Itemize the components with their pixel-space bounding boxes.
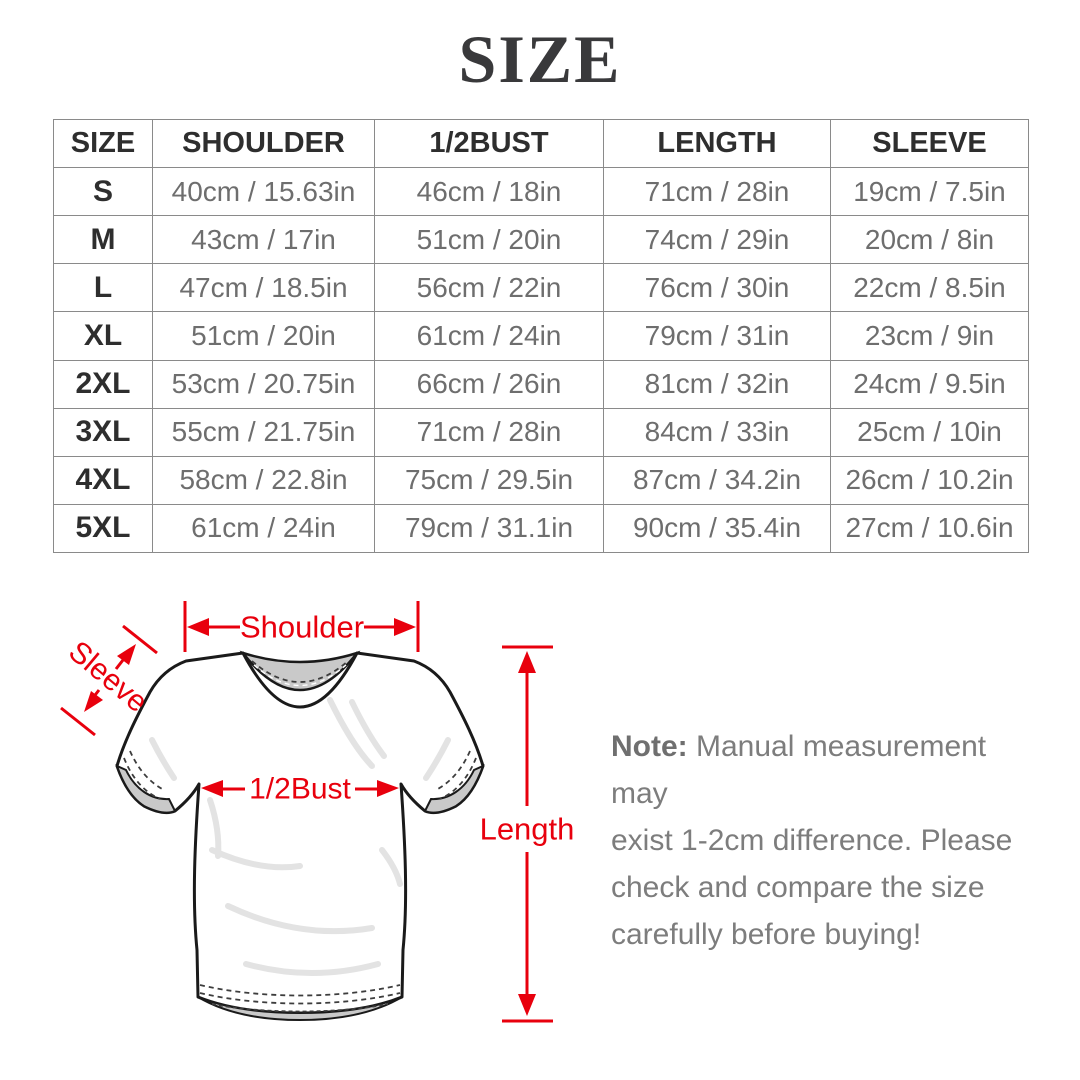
cell-size: 5XL [53, 503, 153, 554]
cell-size: 2XL [53, 359, 153, 409]
table-row: M 43cm / 17in 51cm / 20in 74cm / 29in 20… [53, 215, 1029, 265]
fabric-folds [149, 697, 451, 976]
cell-length: 74cm / 29in [603, 215, 831, 265]
table-header-row: SIZE SHOULDER 1/2BUST LENGTH SLEEVE [53, 118, 1029, 169]
cell-bust: 66cm / 26in [374, 359, 604, 409]
cell-sleeve: 22cm / 8.5in [830, 263, 1029, 313]
cell-bust: 51cm / 20in [374, 215, 604, 265]
arrowhead [201, 780, 223, 797]
cell-size: 4XL [53, 455, 153, 505]
cell-bust: 71cm / 28in [374, 407, 604, 457]
cell-bust: 79cm / 31.1in [374, 503, 604, 554]
note-line: Note: Manual measurement may [611, 730, 987, 810]
length-label: Length [480, 812, 575, 847]
shoulder-label: Shoulder [240, 610, 364, 645]
cell-shoulder: 58cm / 22.8in [152, 455, 375, 505]
left-cuff [115, 750, 177, 814]
length-measure-arrow: Length [480, 645, 575, 1023]
note-label: Note: [611, 730, 688, 763]
size-table: SIZE SHOULDER 1/2BUST LENGTH SLEEVE S 40… [53, 118, 1029, 554]
shaft [114, 659, 125, 670]
arrowhead [117, 644, 136, 665]
tshirt-measurement-diagram: Shoulder Sleeve 1/2Bust Lengt [60, 601, 575, 1023]
cell-sleeve: 25cm / 10in [830, 407, 1029, 457]
arrowhead [394, 618, 416, 636]
page-title: SIZE [458, 21, 622, 97]
table-row: 4XL 58cm / 22.8in 75cm / 29.5in 87cm / 3… [53, 455, 1029, 505]
cell-bust: 75cm / 29.5in [374, 455, 604, 505]
arrowhead [518, 994, 536, 1016]
note-line: check and compare the size [611, 871, 985, 904]
cell-sleeve: 23cm / 9in [830, 311, 1029, 361]
note-text: Note: Manual measurement may exist 1-2cm… [611, 723, 1041, 958]
cell-bust: 61cm / 24in [374, 311, 604, 361]
cell-size: XL [53, 311, 153, 361]
table-row: 5XL 61cm / 24in 79cm / 31.1in 90cm / 35.… [53, 503, 1029, 554]
cell-shoulder: 40cm / 15.63in [152, 167, 375, 217]
collar [239, 650, 361, 692]
cell-sleeve: 27cm / 10.6in [830, 503, 1029, 554]
cell-sleeve: 24cm / 9.5in [830, 359, 1029, 409]
table-row: S 40cm / 15.63in 46cm / 18in 71cm / 28in… [53, 167, 1029, 217]
cell-shoulder: 53cm / 20.75in [152, 359, 375, 409]
shoulder-measure-arrow: Shoulder [183, 601, 420, 652]
table-row: 3XL 55cm / 21.75in 71cm / 28in 84cm / 33… [53, 407, 1029, 457]
tshirt-illustration [115, 651, 485, 1015]
header-shoulder: SHOULDER [152, 118, 375, 169]
note-line: carefully before buying! [611, 918, 922, 951]
right-cuff [423, 750, 485, 814]
cell-sleeve: 19cm / 7.5in [830, 167, 1029, 217]
table-row: L 47cm / 18.5in 56cm / 22in 76cm / 30in … [53, 263, 1029, 313]
bust-label: 1/2Bust [249, 773, 351, 806]
table-row: XL 51cm / 20in 61cm / 24in 79cm / 31in 2… [53, 311, 1029, 361]
cell-bust: 46cm / 18in [374, 167, 604, 217]
collar-stitch-highlight [253, 664, 347, 687]
cell-length: 79cm / 31in [603, 311, 831, 361]
table-row: 2XL 53cm / 20.75in 66cm / 26in 81cm / 32… [53, 359, 1029, 409]
arrowhead [187, 618, 209, 636]
cell-shoulder: 51cm / 20in [152, 311, 375, 361]
bust-measure-arrow: 1/2Bust [201, 773, 399, 806]
note-line: exist 1-2cm difference. Please [611, 824, 1013, 857]
cell-length: 90cm / 35.4in [603, 503, 831, 554]
cell-shoulder: 47cm / 18.5in [152, 263, 375, 313]
collar-stitch [251, 660, 349, 683]
bottom-hem [197, 984, 403, 1022]
cell-size: S [53, 167, 153, 217]
arrowhead [518, 651, 536, 673]
arrowhead [84, 691, 103, 712]
cell-bust: 56cm / 22in [374, 263, 604, 313]
cell-sleeve: 20cm / 8in [830, 215, 1029, 265]
header-bust: 1/2BUST [374, 118, 604, 169]
cell-size: 3XL [53, 407, 153, 457]
cell-shoulder: 61cm / 24in [152, 503, 375, 554]
cell-length: 71cm / 28in [603, 167, 831, 217]
tick [122, 624, 158, 655]
cell-length: 81cm / 32in [603, 359, 831, 409]
cell-shoulder: 55cm / 21.75in [152, 407, 375, 457]
cell-shoulder: 43cm / 17in [152, 215, 375, 265]
cell-sleeve: 26cm / 10.2in [830, 455, 1029, 505]
sleeve-label: Sleeve [62, 635, 153, 719]
collar-inside [239, 650, 361, 692]
header-length: LENGTH [603, 118, 831, 169]
tick [60, 706, 96, 737]
cell-length: 84cm / 33in [603, 407, 831, 457]
cell-size: L [53, 263, 153, 313]
arrowhead [377, 780, 399, 797]
cell-size: M [53, 215, 153, 265]
cell-length: 87cm / 34.2in [603, 455, 831, 505]
cell-length: 76cm / 30in [603, 263, 831, 313]
header-sleeve: SLEEVE [830, 118, 1029, 169]
header-size: SIZE [53, 118, 153, 169]
